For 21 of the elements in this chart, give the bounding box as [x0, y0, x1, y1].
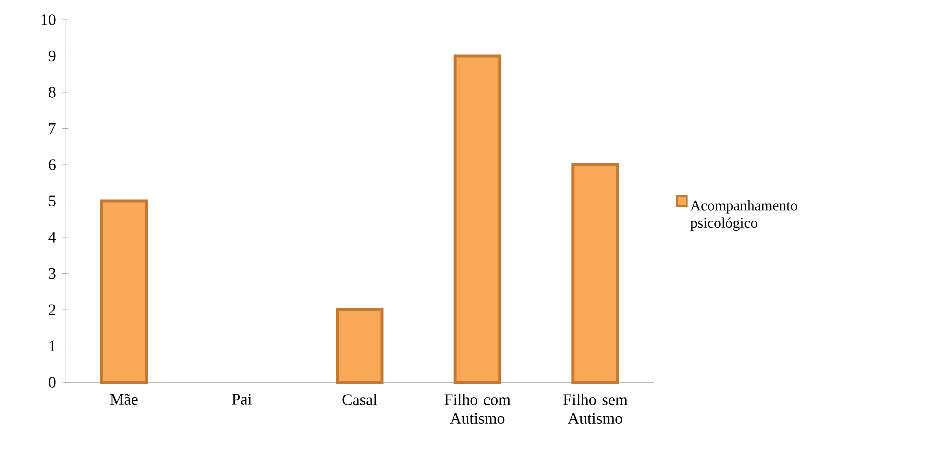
x-tick-label: Filho com Autismo — [444, 394, 511, 424]
y-tick-label: 6 — [49, 159, 56, 170]
x-tick-label: Filho sem Autismo — [564, 394, 628, 424]
y-tick-label: 7 — [49, 123, 56, 134]
y-tick-label: 9 — [48, 50, 56, 62]
x-tick-label: Mãe — [110, 394, 138, 405]
bar — [572, 163, 620, 384]
y-tick-label: 10 — [42, 14, 56, 26]
x-tick-label: Pai — [232, 394, 252, 405]
y-tick-label: 8 — [49, 86, 56, 98]
bar — [336, 308, 384, 384]
y-tick-label: 4 — [48, 232, 56, 243]
y-tick-label: 2 — [49, 304, 56, 316]
y-tick-label: 0 — [49, 376, 56, 388]
y-tick-label: 1 — [50, 340, 56, 352]
y-tick-label: 5 — [49, 196, 56, 206]
bar — [454, 54, 502, 384]
bar — [100, 200, 148, 384]
legend-label: Acompanhamento psicológico — [690, 200, 798, 231]
x-tick-label: Casal — [342, 394, 378, 406]
y-tick-label: 3 — [49, 268, 56, 279]
